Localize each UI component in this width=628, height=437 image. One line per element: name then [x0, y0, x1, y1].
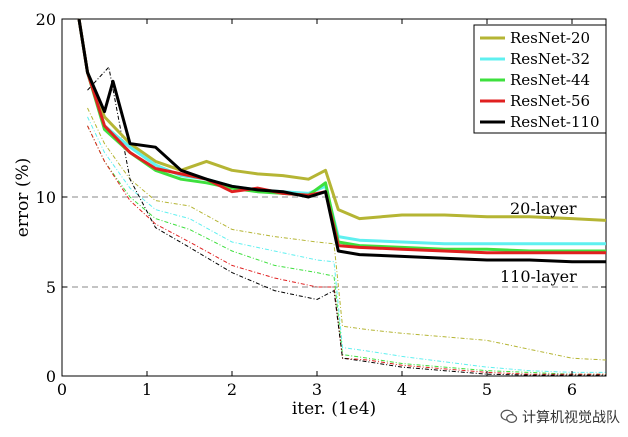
x-ticks: 0 1 2 3 4 5 6 [57, 19, 577, 399]
annotation-20-layer: 20-layer [510, 199, 577, 218]
resnet-20-train-line [87, 107, 607, 361]
resnet-20-test-line [77, 18, 607, 222]
wechat-icon [500, 409, 518, 423]
y-ticks: 0 5 10 20 [36, 10, 606, 386]
legend-label: ResNet-110 [510, 113, 600, 131]
legend-label: ResNet-44 [510, 71, 590, 89]
x-tick-label: 1 [142, 380, 152, 399]
resnet-32-test-line [77, 18, 606, 246]
resnet-110-test-line [77, 18, 606, 264]
watermark-text: 计算机视觉战队 [522, 410, 620, 426]
x-tick-label: 4 [397, 380, 407, 399]
resnet-110-train-line [87, 66, 606, 376]
legend-label: ResNet-56 [510, 92, 590, 110]
y-tick-label: 5 [46, 278, 56, 297]
x-tick-label: 2 [227, 380, 237, 399]
y-tick-label: 20 [36, 10, 56, 29]
watermark: 计算机视觉战队 [500, 407, 620, 427]
legend: ResNet-20 ResNet-32 ResNet-44 ResNet-56 ResN… [473, 24, 607, 134]
y-tick-label: 10 [36, 188, 56, 207]
x-tick-label: 6 [567, 380, 577, 399]
x-tick-label: 0 [57, 380, 67, 399]
y-axis-label: error (%) [13, 158, 33, 238]
x-tick-label: 5 [482, 380, 492, 399]
x-tick-label: 3 [312, 380, 322, 399]
y-tick-label: 0 [46, 367, 56, 386]
legend-label: ResNet-20 [510, 29, 590, 47]
legend-label: ResNet-32 [510, 50, 590, 68]
resnet-32-train-line [87, 116, 606, 373]
annotation-110-layer: 110-layer [500, 267, 577, 286]
series-group [77, 18, 607, 376]
resnet-56-train-line [87, 125, 606, 375]
x-axis-label: iter. (1e4) [292, 399, 376, 419]
